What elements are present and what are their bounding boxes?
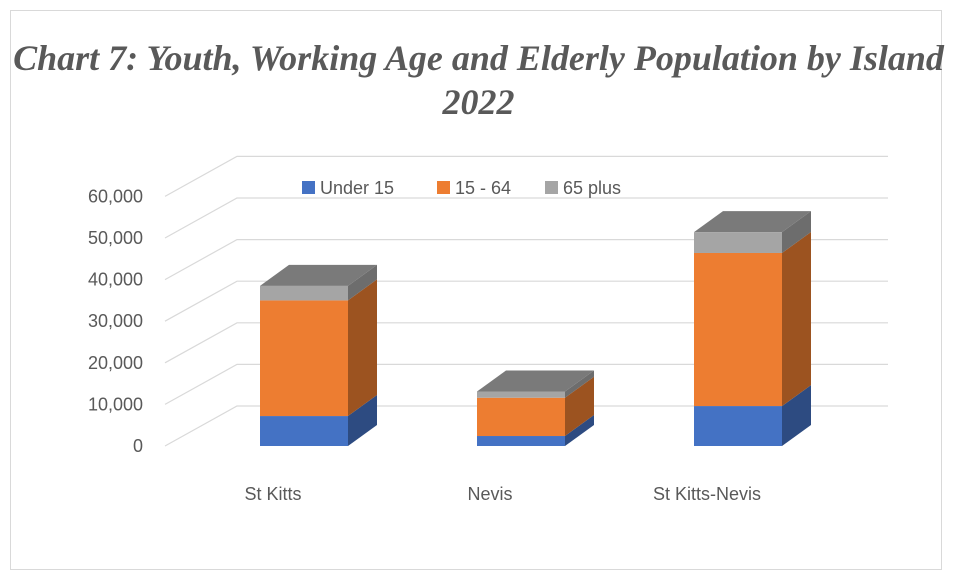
bar-segment [694,232,782,253]
x-tick-label: Nevis [467,484,512,504]
x-tick-label: St Kitts-Nevis [653,484,761,504]
gridline [164,405,888,447]
bar-stack [477,370,594,446]
bars [260,211,811,446]
bar-segment-side [348,279,377,417]
x-tick-label: St Kitts [244,484,301,504]
bar-segment-side [782,211,811,253]
legend-item: Under 15 [302,178,394,198]
bar-stack [260,264,377,446]
bar-segment [694,252,782,407]
bar-segment-side [782,231,811,407]
gridline [164,155,888,197]
legend-label: 15 - 64 [455,178,511,198]
legend-label: Under 15 [320,178,394,198]
y-tick-label: 60,000 [88,186,143,206]
bar-segment-side [565,370,594,398]
y-axis: 0 10,000 20,000 30,000 40,000 50,000 60,000 [88,186,143,456]
gridline [164,322,888,364]
gridline [164,239,888,281]
bar-segment [477,391,565,398]
bar-segment-side [782,385,811,446]
bar-segment-side [565,415,594,446]
y-tick-label: 0 [133,436,143,456]
legend-swatch [545,181,558,194]
gridline [164,363,888,405]
y-tick-label: 50,000 [88,228,143,248]
legend-item: 15 - 64 [437,178,511,198]
legend-swatch [437,181,450,194]
bar-segment-side [348,264,377,301]
bar-segment [694,406,782,446]
legend-swatch [302,181,315,194]
bar-segment [477,436,565,446]
gridline [164,197,888,239]
legend: Under 15 15 - 64 65 plus [302,178,621,198]
bar-top-face [694,211,811,233]
bar-segment [260,300,348,417]
bar-segment [477,397,565,437]
bar-segment [260,416,348,446]
bar-segment-side [348,395,377,446]
bar-segment [260,285,348,301]
y-tick-label: 40,000 [88,270,143,290]
y-tick-label: 30,000 [88,311,143,331]
bar-segment-side [565,376,594,437]
y-tick-label: 20,000 [88,353,143,373]
y-tick-label: 10,000 [88,394,143,414]
gridlines [164,155,888,447]
x-axis: St Kitts Nevis St Kitts-Nevis [244,484,761,504]
chart-title: Chart 7: Youth, Working Age and Elderly … [13,38,944,122]
legend-label: 65 plus [563,178,621,198]
legend-item: 65 plus [545,178,621,198]
bar-top-face [477,370,594,392]
bar-stack [694,211,811,446]
gridline [164,280,888,322]
bar-top-face [260,264,377,286]
